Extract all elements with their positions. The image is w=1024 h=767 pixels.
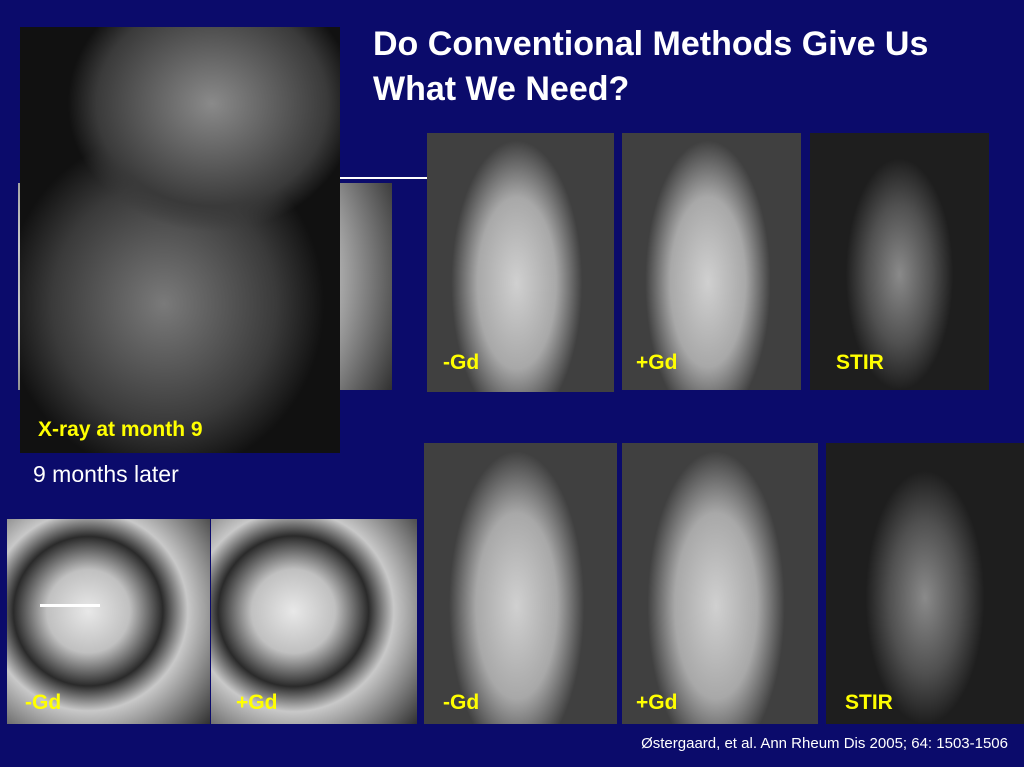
image	[427, 133, 614, 392]
title: Do Conventional Methods Give Us What We …	[373, 25, 929, 108]
image	[7, 519, 210, 724]
image	[826, 443, 1024, 724]
image	[810, 133, 989, 390]
later-label: 9 months later	[33, 461, 179, 487]
image-label: -Gd	[25, 691, 62, 714]
image-label: -Gd	[443, 691, 480, 714]
rule	[340, 177, 427, 179]
image-label: STIR	[836, 351, 884, 374]
arrow	[40, 604, 100, 607]
image	[622, 133, 801, 390]
image-label: +Gd	[236, 691, 278, 714]
image	[622, 443, 818, 724]
citation: Østergaard, et al. Ann Rheum Dis 2005; 6…	[641, 735, 1008, 752]
xray-image	[20, 27, 340, 453]
xray-label: X-ray at month 9	[38, 418, 203, 441]
image-label: +Gd	[636, 351, 678, 374]
image-label: -Gd	[443, 351, 480, 374]
image-label: STIR	[845, 691, 893, 714]
image	[424, 443, 617, 724]
image-label: +Gd	[636, 691, 678, 714]
image	[211, 519, 417, 724]
